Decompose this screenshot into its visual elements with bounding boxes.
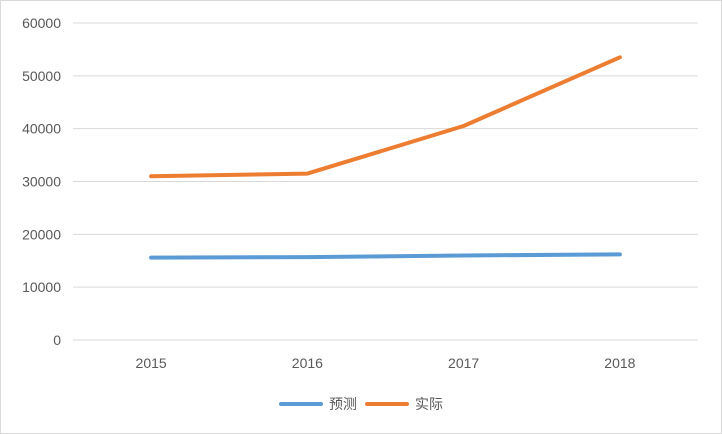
- legend: 预测 实际: [0, 394, 722, 414]
- legend-swatch-0: [279, 402, 323, 406]
- y-tick-label-4: 40000: [22, 121, 61, 137]
- y-tick-label-2: 20000: [22, 226, 61, 242]
- legend-swatch-1: [365, 402, 409, 406]
- series-line-1: [149, 55, 622, 179]
- x-tick-label-1: 2016: [292, 355, 323, 371]
- y-tick-label-5: 50000: [22, 68, 61, 84]
- legend-label-1: 实际: [415, 397, 443, 413]
- x-tick-label-3: 2018: [604, 355, 635, 371]
- x-tick-label-2: 2017: [448, 355, 479, 371]
- x-axis-tick-labels: 2015 2016 2017 2018: [136, 355, 636, 371]
- x-tick-label-0: 2015: [136, 355, 167, 371]
- gridlines: [73, 22, 698, 341]
- y-tick-label-3: 30000: [22, 174, 61, 190]
- legend-item-1: 实际: [365, 394, 443, 414]
- legend-label-0: 预测: [329, 397, 357, 413]
- y-tick-label-1: 10000: [22, 279, 61, 295]
- legend-item-0: 预测: [279, 394, 357, 414]
- y-tick-label-6: 60000: [22, 15, 61, 31]
- series-line-0: [149, 252, 622, 260]
- y-axis-tick-labels: 0 10000 20000 30000 40000 50000 60000: [22, 15, 61, 348]
- y-tick-label-0: 0: [53, 332, 61, 348]
- series-lines: [149, 55, 622, 260]
